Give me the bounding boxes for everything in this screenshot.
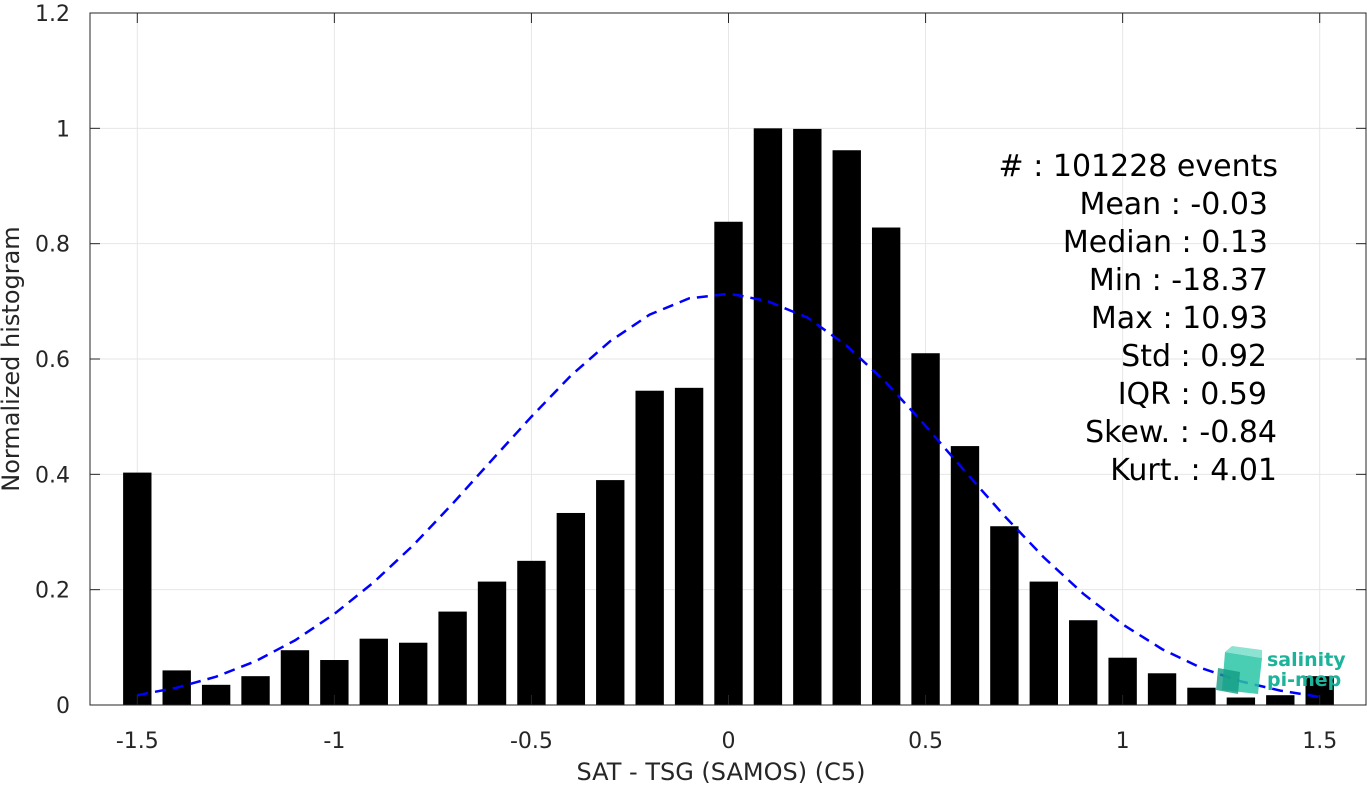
histogram-bar: [596, 480, 625, 705]
x-tick-label: 0: [722, 729, 736, 754]
stat-line: Max : 10.93: [1091, 301, 1268, 336]
histogram-bar: [241, 676, 270, 705]
histogram-bar: [871, 227, 901, 705]
histogram-bar: [556, 512, 586, 705]
histogram-bar: [635, 390, 664, 705]
stat-line: Mean : -0.03: [1079, 187, 1268, 222]
histogram-bar: [793, 128, 822, 705]
y-tick-label: 0.2: [35, 579, 70, 604]
x-tick-label: -1: [323, 729, 345, 754]
logo-mark-icon: [1216, 646, 1262, 694]
y-tick-label: 1.2: [35, 2, 70, 27]
x-tick-label: -1.5: [116, 729, 159, 754]
histogram-bar: [517, 560, 546, 705]
histogram-bar: [832, 150, 861, 705]
histogram-bar: [438, 611, 467, 705]
histogram-bar: [280, 650, 310, 705]
fit-curve-layer: [137, 292, 1320, 699]
bar-layer: [123, 128, 1334, 706]
histogram-bar: [950, 446, 980, 705]
histogram-bar: [753, 128, 783, 706]
x-tick-label: 1.5: [1302, 729, 1337, 754]
y-tick-label: 1: [56, 117, 70, 142]
y-tick-label: 0.8: [35, 233, 70, 258]
histogram-bar: [1069, 620, 1098, 705]
salinity-pimep-logo: salinity pi-mep: [1216, 646, 1346, 694]
histogram-bar: [714, 221, 743, 705]
stat-line: # : 101228 events: [999, 149, 1278, 184]
x-tick-label: -0.5: [510, 729, 553, 754]
y-tick-label: 0.6: [35, 348, 70, 373]
histogram-bar: [477, 581, 507, 705]
y-axis-label: Normalized histogram: [0, 226, 25, 491]
gaussian-fit-curve: [137, 292, 1320, 699]
stat-line: Median : 0.13: [1063, 225, 1268, 260]
histogram-bar: [1147, 673, 1177, 705]
stat-line: IQR : 0.59: [1118, 377, 1267, 412]
x-tick-label: 1: [1116, 729, 1130, 754]
histogram-bar: [1226, 697, 1256, 705]
logo-text-pimep: pi-mep: [1267, 669, 1341, 691]
histogram-bar: [399, 642, 428, 705]
histogram-bar: [990, 526, 1019, 705]
stat-line: Kurt. : 4.01: [1110, 453, 1277, 488]
y-tick-label: 0: [56, 694, 70, 719]
stat-line: Min : -18.37: [1089, 263, 1268, 298]
histogram-bar: [674, 387, 704, 705]
histogram-bar: [911, 353, 940, 705]
histogram-bar: [1266, 695, 1295, 705]
histogram-bar: [123, 472, 152, 705]
logo-text-salinity: salinity: [1267, 649, 1346, 671]
x-axis-label: SAT - TSG (SAMOS) (C5): [577, 758, 866, 785]
y-tick-label: 0.4: [35, 463, 70, 488]
stat-line: Std : 0.92: [1121, 339, 1267, 374]
tick-layer: -1.5 -1 -0.5 0 0.5 1 1.5 0 0.2 0.4 0.6 0.8 1 1.2: [35, 2, 1366, 754]
histogram-bar: [201, 684, 231, 705]
x-tick-label: 0.5: [908, 729, 943, 754]
histogram-bar: [1029, 581, 1058, 705]
stat-line: Skew. : -0.84: [1085, 415, 1277, 450]
histogram-bar: [1187, 687, 1216, 705]
histogram-bar: [359, 638, 388, 705]
